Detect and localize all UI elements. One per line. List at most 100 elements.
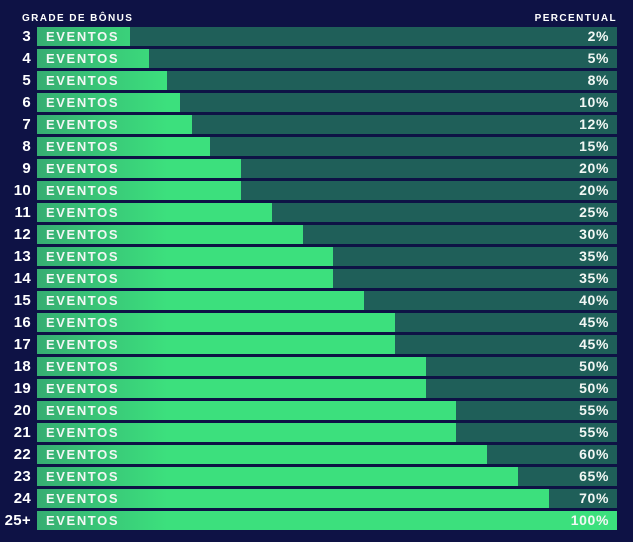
- bonus-grid-rows: 3 EVENTOS 2% 4 EVENTOS 5% 5 EVENTOS 8% 6…: [0, 27, 633, 530]
- bar-label-eventos: EVENTOS: [46, 425, 120, 440]
- percent-value: 55%: [579, 402, 609, 418]
- percent-value: 40%: [579, 292, 609, 308]
- events-count: 4: [22, 50, 31, 67]
- bar-label-eventos: EVENTOS: [46, 205, 120, 220]
- bar-track: EVENTOS 35%: [37, 269, 617, 288]
- bar-label-eventos: EVENTOS: [46, 513, 120, 528]
- bar-label-eventos: EVENTOS: [46, 161, 120, 176]
- table-row: 24 EVENTOS 70%: [0, 489, 633, 508]
- table-row: 18 EVENTOS 50%: [0, 357, 633, 376]
- bar-label-eventos: EVENTOS: [46, 73, 120, 88]
- percent-value: 70%: [579, 490, 609, 506]
- bar-track: EVENTOS 100%: [37, 511, 617, 530]
- percent-value: 25%: [579, 204, 609, 220]
- table-row: 4 EVENTOS 5%: [0, 49, 633, 68]
- events-count: 18: [13, 358, 31, 375]
- percent-value: 30%: [579, 226, 609, 242]
- percent-value: 35%: [579, 270, 609, 286]
- bar-label-eventos: EVENTOS: [46, 315, 120, 330]
- bar-track: EVENTOS 45%: [37, 335, 617, 354]
- table-row: 20 EVENTOS 55%: [0, 401, 633, 420]
- bar-label-eventos: EVENTOS: [46, 95, 120, 110]
- header-grade-de-bonus: GRADE DE BÔNUS: [22, 13, 134, 24]
- events-count: 9: [22, 160, 31, 177]
- percent-value: 15%: [579, 138, 609, 154]
- events-count: 20: [13, 402, 31, 419]
- percent-value: 20%: [579, 160, 609, 176]
- bar-label-eventos: EVENTOS: [46, 381, 120, 396]
- bar-track: EVENTOS 10%: [37, 93, 617, 112]
- bar-track: EVENTOS 25%: [37, 203, 617, 222]
- events-count: 17: [13, 336, 31, 353]
- table-row: 22 EVENTOS 60%: [0, 445, 633, 464]
- bar-label-eventos: EVENTOS: [46, 249, 120, 264]
- bar-fill: [37, 137, 211, 156]
- table-row: 5 EVENTOS 8%: [0, 71, 633, 90]
- bar-label-eventos: EVENTOS: [46, 271, 120, 286]
- table-row: 7 EVENTOS 12%: [0, 115, 633, 134]
- bar-track: EVENTOS 2%: [37, 27, 617, 46]
- bar-track: EVENTOS 50%: [37, 357, 617, 376]
- percent-value: 35%: [579, 248, 609, 264]
- bar-track: EVENTOS 40%: [37, 291, 617, 310]
- bar-fill: [37, 445, 488, 464]
- percent-value: 8%: [587, 72, 609, 88]
- bar-label-eventos: EVENTOS: [46, 403, 120, 418]
- bar-fill: [37, 401, 457, 420]
- table-row: 14 EVENTOS 35%: [0, 269, 633, 288]
- bar-label-eventos: EVENTOS: [46, 447, 120, 462]
- bar-label-eventos: EVENTOS: [46, 183, 120, 198]
- bar-label-eventos: EVENTOS: [46, 469, 120, 484]
- bar-fill: [37, 203, 272, 222]
- table-row: 21 EVENTOS 55%: [0, 423, 633, 442]
- bar-track: EVENTOS 55%: [37, 401, 617, 420]
- bar-label-eventos: EVENTOS: [46, 51, 120, 66]
- events-count: 7: [22, 116, 31, 133]
- bar-fill: [37, 467, 518, 486]
- table-row: 15 EVENTOS 40%: [0, 291, 633, 310]
- bar-track: EVENTOS 20%: [37, 181, 617, 200]
- bar-fill: [37, 247, 334, 266]
- bar-track: EVENTOS 12%: [37, 115, 617, 134]
- table-row: 6 EVENTOS 10%: [0, 93, 633, 112]
- events-count: 12: [13, 226, 31, 243]
- events-count: 24: [13, 490, 31, 507]
- bar-label-eventos: EVENTOS: [46, 139, 120, 154]
- bar-track: EVENTOS 65%: [37, 467, 617, 486]
- bar-fill: [37, 313, 395, 332]
- bar-fill: [37, 225, 303, 244]
- table-header: GRADE DE BÔNUS PERCENTUAL: [0, 0, 633, 24]
- events-count: 21: [13, 424, 31, 441]
- percent-value: 50%: [579, 380, 609, 396]
- bar-fill: [37, 379, 426, 398]
- events-count: 8: [22, 138, 31, 155]
- bar-fill: [37, 115, 192, 134]
- bar-label-eventos: EVENTOS: [46, 29, 120, 44]
- bar-fill: [37, 93, 180, 112]
- bar-track: EVENTOS 50%: [37, 379, 617, 398]
- bar-fill: [37, 269, 334, 288]
- percent-value: 50%: [579, 358, 609, 374]
- table-row: 8 EVENTOS 15%: [0, 137, 633, 156]
- events-count: 14: [13, 270, 31, 287]
- events-count: 25+: [4, 512, 31, 529]
- table-row: 13 EVENTOS 35%: [0, 247, 633, 266]
- bar-fill: [37, 159, 242, 178]
- bar-track: EVENTOS 15%: [37, 137, 617, 156]
- bar-fill: [37, 291, 365, 310]
- table-row: 23 EVENTOS 65%: [0, 467, 633, 486]
- percent-value: 10%: [579, 94, 609, 110]
- bar-fill: [37, 181, 242, 200]
- bar-track: EVENTOS 45%: [37, 313, 617, 332]
- bar-track: EVENTOS 35%: [37, 247, 617, 266]
- bar-track: EVENTOS 30%: [37, 225, 617, 244]
- table-row: 10 EVENTOS 20%: [0, 181, 633, 200]
- events-count: 3: [22, 28, 31, 45]
- percent-value: 45%: [579, 336, 609, 352]
- bar-track: EVENTOS 60%: [37, 445, 617, 464]
- header-percentual: PERCENTUAL: [534, 13, 617, 24]
- bar-fill: [37, 335, 395, 354]
- bar-fill: [37, 489, 549, 508]
- bar-fill: [37, 49, 149, 68]
- bar-label-eventos: EVENTOS: [46, 227, 120, 242]
